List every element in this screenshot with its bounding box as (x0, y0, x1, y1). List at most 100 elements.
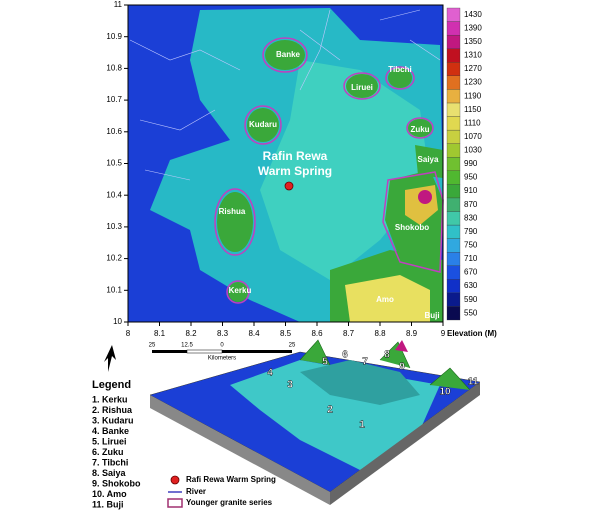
scale-label: 0 (220, 343, 224, 349)
colorbar-label: 870 (464, 200, 478, 209)
colorbar-cell (446, 129, 461, 144)
spring-marker (284, 181, 294, 191)
block-number: 3 (287, 380, 293, 391)
colorbar-cell (446, 75, 461, 90)
legend-item: 10. Amo (92, 489, 127, 499)
colorbar-cell (446, 224, 461, 239)
x-tick-label: 8.1 (154, 329, 166, 338)
colorbar-label: 1350 (464, 37, 482, 46)
colorbar-cell (446, 265, 461, 280)
colorbar-label: 1190 (464, 91, 482, 100)
block-number: 1 (359, 420, 365, 431)
elevation-map (128, 5, 444, 322)
colorbar-label: 590 (464, 295, 478, 304)
colorbar-label: 1390 (464, 23, 482, 32)
legend-item: 7. Tibchi (92, 457, 128, 467)
legend-symbol-label: Younger granite series (186, 498, 273, 507)
y-tick-label: 10.8 (106, 64, 122, 73)
colorbar-label: 1070 (464, 132, 482, 141)
y-tick-label: 10.3 (106, 222, 122, 231)
colorbar-label: 1430 (464, 10, 482, 19)
north-arrow (104, 345, 116, 372)
block-number: 5 (322, 357, 328, 368)
place-label: Banke (276, 50, 301, 59)
colorbar-cell (446, 211, 461, 226)
colorbar-label: 1310 (464, 51, 482, 60)
colorbar-cell (446, 306, 461, 321)
x-tick-label: 8.6 (311, 329, 323, 338)
legend-spring-symbol (170, 475, 180, 485)
colorbar-cell (446, 89, 461, 104)
place-label: Amo (376, 295, 394, 304)
colorbar-cell (446, 184, 461, 199)
colorbar-cell (446, 157, 461, 171)
colorbar-cell (446, 21, 461, 36)
block-3d (149, 339, 481, 505)
legend-item: 4. Banke (92, 426, 129, 436)
colorbar-label: 1030 (464, 146, 482, 155)
y-tick-label: 10.9 (106, 32, 122, 41)
colorbar-cell (446, 116, 461, 131)
block-number: 7 (362, 357, 368, 368)
place-label: Buji (424, 311, 439, 320)
y-tick-label: 10.2 (106, 254, 122, 263)
x-tick-label: 8.3 (217, 329, 229, 338)
legend-symbol-label: Rafi Rewa Warm Spring (186, 475, 276, 484)
colorbar-cell (446, 62, 461, 76)
colorbar-label: 910 (464, 186, 478, 195)
x-tick-label: 8.7 (343, 329, 355, 338)
colorbar-label: 1230 (464, 78, 482, 87)
legend-item: 8. Saiya (92, 468, 127, 478)
x-tick-label: 8.5 (280, 329, 292, 338)
spring-label: Warm Spring (258, 164, 332, 178)
place-label: Rishua (219, 207, 246, 216)
colorbar-label: 790 (464, 227, 478, 236)
colorbar-cell (446, 170, 461, 185)
x-tick-label: 8.8 (374, 329, 386, 338)
legend-item: 1. Kerku (92, 394, 128, 404)
colorbar-label: 950 (464, 173, 478, 182)
x-tick-label: 8 (126, 329, 131, 338)
y-tick-label: 11 (114, 0, 123, 9)
y-tick-label: 10.4 (106, 190, 122, 199)
colorbar-cell (446, 48, 461, 63)
y-tick-label: 10.1 (106, 285, 122, 294)
scale-unit: Kilometers (208, 356, 236, 362)
place-label: Saiya (418, 155, 439, 164)
colorbar-cell (446, 197, 461, 212)
colorbar-label: 750 (464, 241, 478, 250)
colorbar-cell (446, 143, 461, 158)
colorbar-label: 710 (464, 254, 478, 263)
y-tick-label: 10.5 (106, 159, 122, 168)
colorbar-label: 630 (464, 281, 478, 290)
colorbar-label: 830 (464, 213, 478, 222)
colorbar-cell (446, 252, 461, 266)
x-tick-label: 8.9 (406, 329, 418, 338)
legend-item: 9. Shokobo (92, 478, 141, 488)
colorbar-cell (446, 34, 461, 49)
place-label: Liruei (351, 83, 373, 92)
legend-symbol-label: River (186, 487, 206, 496)
place-label: Shokobo (395, 223, 429, 232)
block-number: 8 (384, 350, 390, 361)
spring-label: Rafin Rewa (263, 149, 328, 163)
block-number: 2 (327, 405, 333, 416)
legend-item: 11. Buji (92, 499, 124, 509)
colorbar-label: 550 (464, 308, 478, 317)
place-label: Kerku (229, 286, 252, 295)
place-label: Zuku (410, 125, 429, 134)
colorbar-label: 1270 (464, 64, 482, 73)
place-label: Tibchi (388, 65, 411, 74)
legend-item: 6. Zuku (92, 447, 124, 457)
y-tick-label: 10.7 (106, 95, 122, 104)
y-tick-label: 10 (113, 317, 122, 326)
block-number: 6 (342, 350, 348, 361)
colorbar-cell (446, 238, 461, 253)
colorbar-cell (446, 7, 461, 22)
colorbar-label: 670 (464, 268, 478, 277)
colorbar-title: Elevation (M) (447, 329, 497, 338)
scale-label: 12.5 (181, 343, 193, 349)
x-tick-label: 9 (441, 329, 446, 338)
scale-label: 25 (149, 343, 156, 349)
